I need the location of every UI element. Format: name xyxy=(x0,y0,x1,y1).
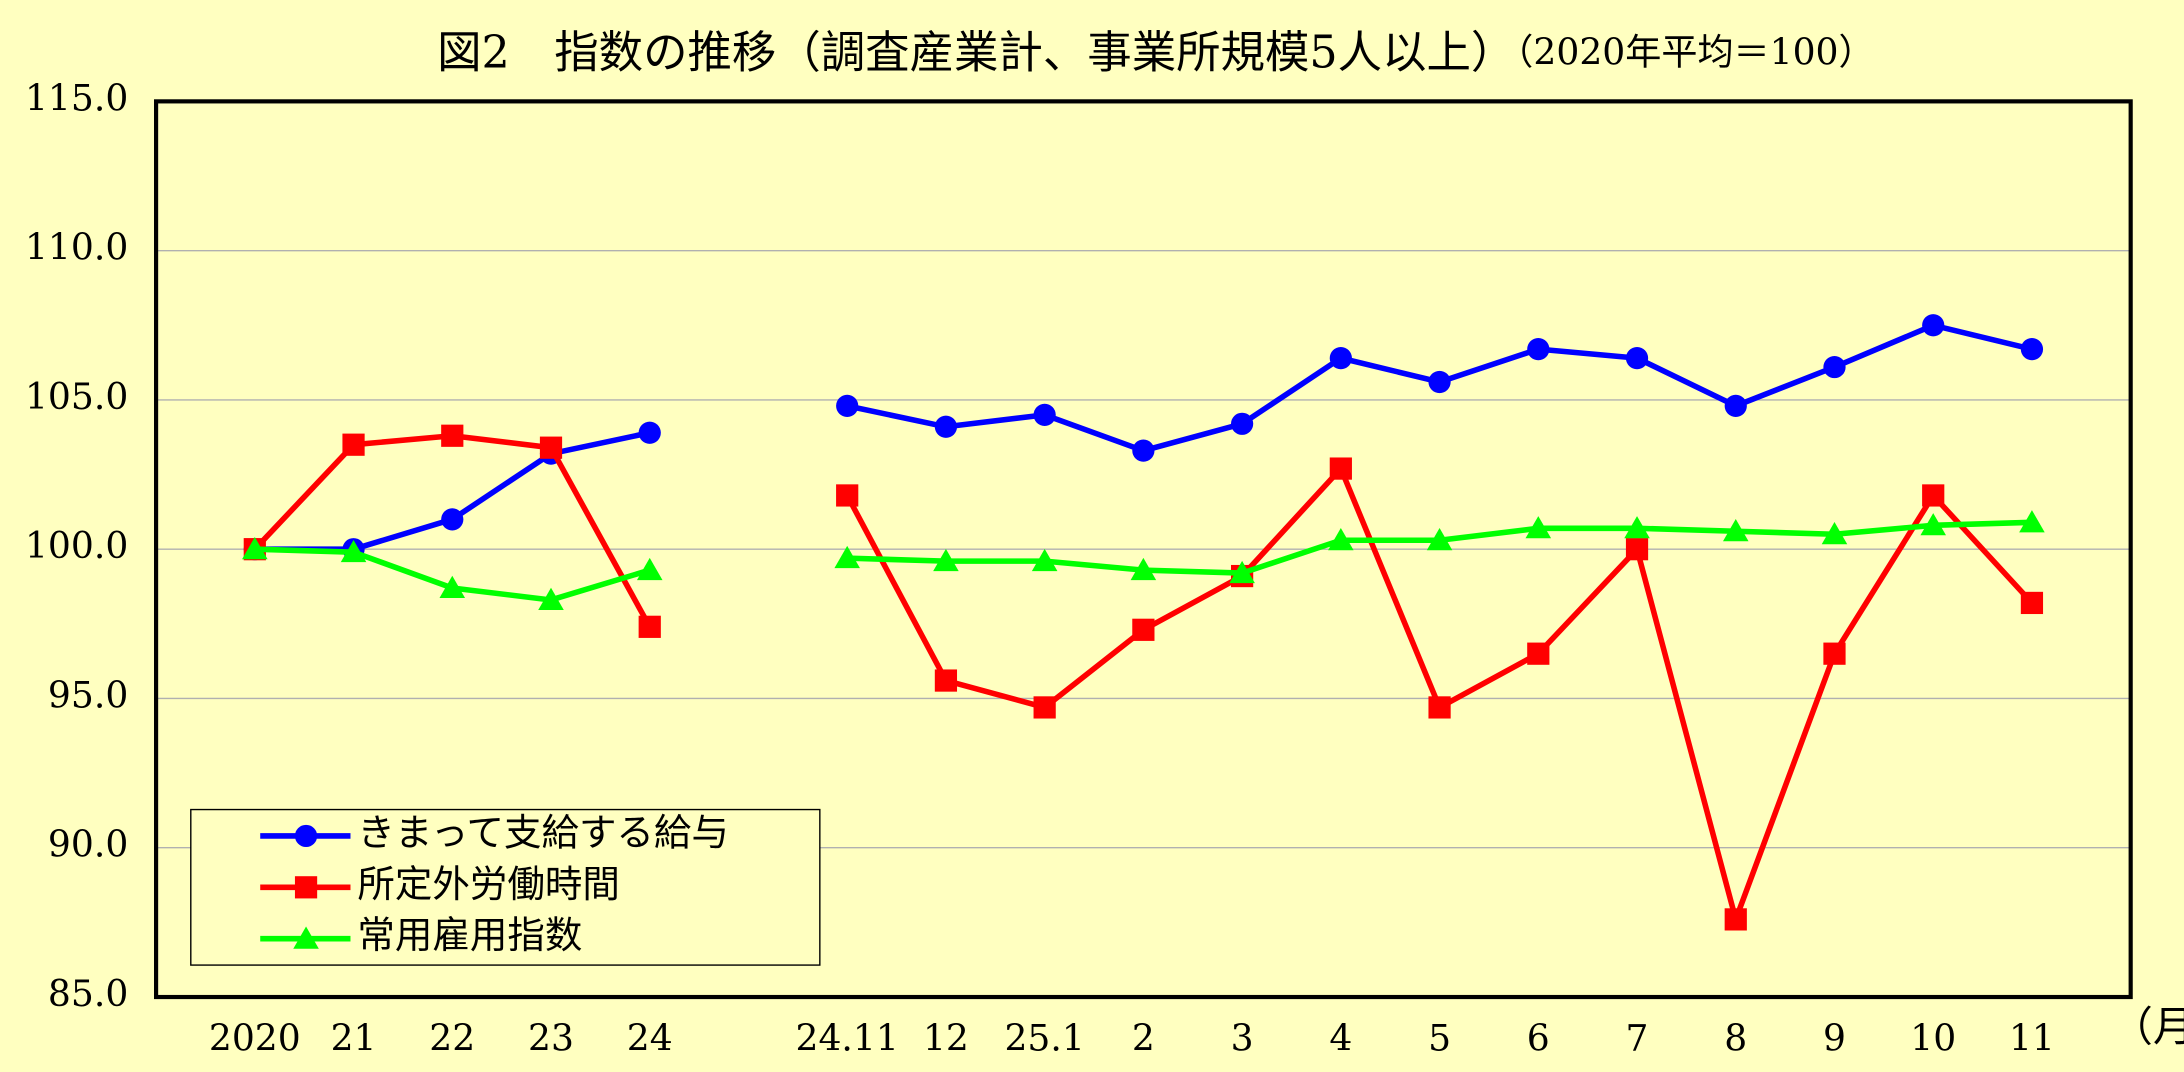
marker xyxy=(636,557,663,581)
marker xyxy=(1229,560,1255,584)
marker xyxy=(2020,591,2044,615)
x-tick-label: 25.1 xyxy=(1004,1016,1084,1059)
x-tick-label: 8 xyxy=(1724,1016,1747,1059)
x-tick-label: 9 xyxy=(1823,1016,1846,1059)
marker xyxy=(934,415,958,438)
chart-title: 図2 指数の推移（調査産業計、事業所規模5人以上）（2020年平均＝100） xyxy=(437,27,1875,78)
x-tick-label: 10 xyxy=(1910,1016,1956,1059)
marker xyxy=(1821,522,1848,545)
marker xyxy=(1722,519,1749,542)
marker xyxy=(1527,642,1550,665)
marker xyxy=(834,545,860,569)
x-tick-label: 11 xyxy=(2009,1016,2055,1059)
marker xyxy=(441,508,464,531)
y-tick-label: 95.0 xyxy=(48,673,128,716)
marker xyxy=(934,669,958,692)
x-tick-label: 24.11 xyxy=(796,1016,899,1059)
x-tick-label: 2020 xyxy=(209,1016,301,1059)
subtitle: （2020年平均＝100） xyxy=(1515,31,1874,74)
marker xyxy=(1033,696,1056,719)
marker xyxy=(1329,347,1352,370)
marker xyxy=(1625,538,1649,561)
x-tick-label: 4 xyxy=(1329,1016,1352,1059)
marker xyxy=(1428,696,1451,719)
marker xyxy=(441,424,464,447)
marker xyxy=(1922,314,1945,337)
marker xyxy=(1624,516,1650,539)
x-axis-label: （月） xyxy=(2111,1002,2184,1051)
x-tick-label: 2 xyxy=(1132,1016,1155,1059)
x-tick-label: 5 xyxy=(1428,1016,1451,1059)
marker xyxy=(1922,484,1945,507)
y-tick-label: 105.0 xyxy=(25,375,128,418)
x-tick-label: 3 xyxy=(1231,1016,1254,1059)
marker xyxy=(1328,528,1354,551)
marker xyxy=(1230,412,1254,435)
x-tick-label: 7 xyxy=(1626,1016,1649,1059)
x-tick-label: 24 xyxy=(627,1016,673,1059)
y-tick-label: 85.0 xyxy=(48,972,128,1015)
plot-border xyxy=(154,99,2133,1000)
marker xyxy=(638,421,661,444)
x-tick-label: 6 xyxy=(1527,1016,1550,1059)
legend-label: きまって支給する給与 xyxy=(357,810,728,854)
x-tick-label: 21 xyxy=(331,1016,377,1059)
legend-marker xyxy=(293,926,319,949)
marker xyxy=(1031,548,1058,572)
x-tick-label: 22 xyxy=(429,1016,475,1059)
marker xyxy=(1823,355,1846,379)
legend-marker xyxy=(294,824,318,848)
marker xyxy=(1527,338,1550,361)
marker xyxy=(1132,618,1155,641)
marker xyxy=(1724,908,1747,931)
marker xyxy=(340,539,367,563)
marker xyxy=(539,436,563,459)
marker xyxy=(439,575,466,599)
marker xyxy=(1033,403,1056,426)
marker xyxy=(1426,528,1453,551)
marker xyxy=(242,536,268,560)
legend-label: 常用雇用指数 xyxy=(357,913,582,957)
y-tick-label: 110.0 xyxy=(25,226,128,269)
marker xyxy=(933,548,959,572)
y-tick-label: 115.0 xyxy=(25,76,128,119)
marker xyxy=(1525,516,1552,539)
marker xyxy=(342,433,365,456)
marker xyxy=(2020,338,2044,361)
marker xyxy=(1132,439,1155,462)
title: 図2 指数の推移（調査産業計、事業所規模5人以上） xyxy=(437,27,1515,78)
marker xyxy=(836,394,859,417)
marker xyxy=(1823,642,1846,665)
y-tick-label: 90.0 xyxy=(48,823,128,866)
marker xyxy=(2019,510,2045,533)
marker xyxy=(836,484,859,507)
marker xyxy=(1428,370,1451,394)
marker xyxy=(638,615,661,638)
x-tick-label: 12 xyxy=(923,1016,969,1059)
marker xyxy=(1920,513,1946,536)
x-tick-label: 23 xyxy=(528,1016,574,1059)
legend-marker xyxy=(294,876,318,899)
legend-label: 所定外労働時間 xyxy=(357,862,619,906)
marker xyxy=(1625,347,1649,370)
marker xyxy=(1724,394,1747,417)
marker xyxy=(538,587,564,610)
marker xyxy=(1329,457,1352,480)
y-tick-label: 100.0 xyxy=(25,524,128,567)
marker xyxy=(1130,557,1157,581)
